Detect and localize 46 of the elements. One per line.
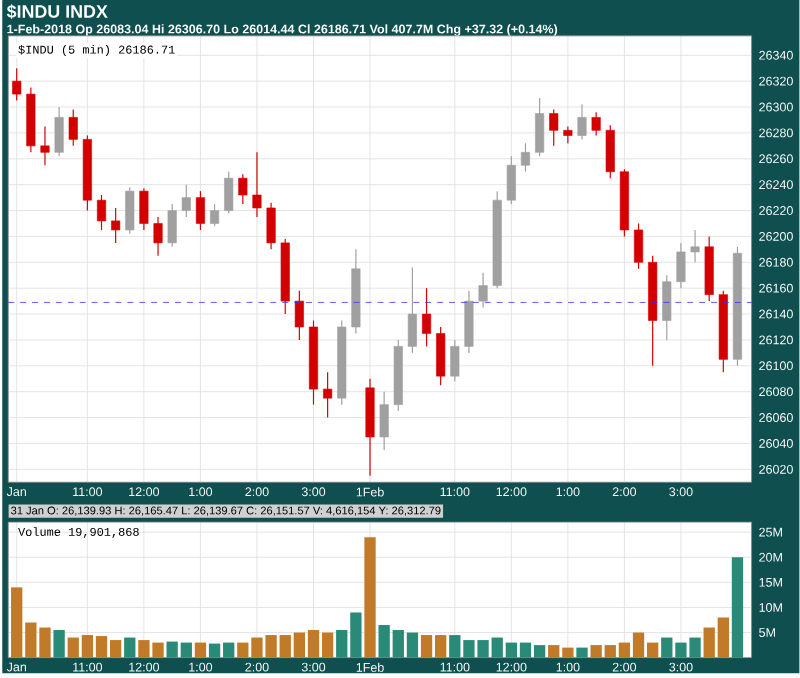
chart-title: $INDU INDX [6, 4, 108, 19]
bar [124, 637, 136, 658]
candlestick [323, 371, 333, 418]
candlestick [195, 190, 205, 231]
candlestick [153, 216, 163, 257]
candlestick [12, 67, 22, 101]
candlestick [436, 326, 446, 386]
candlestick [605, 124, 615, 179]
candlestick [252, 151, 262, 218]
candlestick [520, 142, 531, 173]
bar [53, 629, 65, 658]
candlestick [464, 289, 474, 354]
candlestick [167, 203, 177, 248]
candlestick [40, 125, 50, 166]
candlestick [422, 287, 432, 347]
bar [576, 647, 588, 658]
candlestick [111, 207, 121, 244]
candlestick [224, 170, 234, 214]
candlestick [181, 183, 191, 218]
candlestick [591, 111, 601, 136]
candlestick [238, 173, 248, 205]
candlestick [379, 390, 389, 451]
candlestick [210, 203, 220, 227]
candlestick [704, 235, 714, 302]
bar [731, 557, 744, 658]
candlestick [506, 155, 516, 205]
candlestick [633, 222, 644, 270]
candlestick [676, 242, 686, 289]
candlestick [478, 271, 488, 308]
candlestick [563, 125, 573, 144]
candlestick [407, 266, 417, 354]
bar [364, 536, 376, 658]
candlestick [68, 108, 78, 147]
candlestick [139, 187, 149, 231]
bar [194, 642, 207, 658]
candlestick [125, 186, 135, 235]
candlestick [294, 289, 304, 341]
candlestick [549, 108, 559, 147]
candlestick [577, 103, 587, 140]
candlestick [54, 106, 64, 157]
candlestick [662, 274, 672, 341]
candlestick [450, 339, 460, 382]
candlestick [690, 229, 700, 263]
candlestick [266, 201, 276, 250]
candlestick [96, 194, 107, 231]
candlestick [535, 97, 545, 157]
